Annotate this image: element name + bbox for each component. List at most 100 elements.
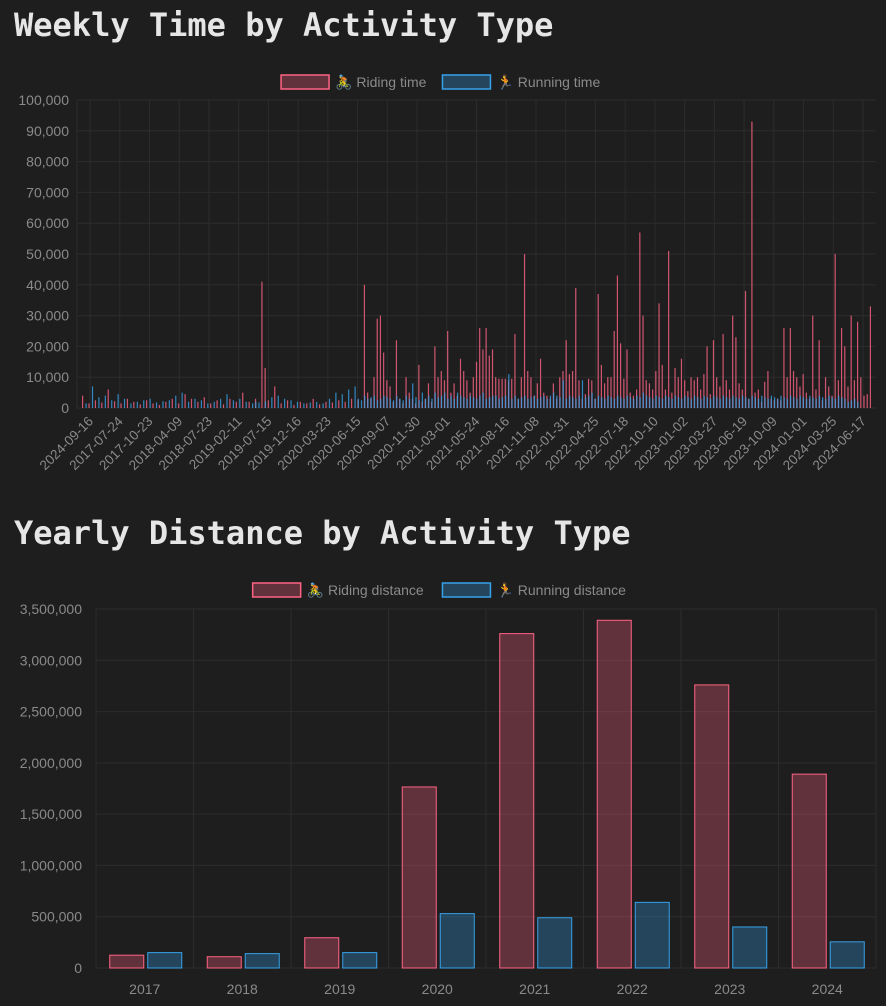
riding-time-bar: [696, 377, 699, 408]
running-time-bar: [742, 395, 744, 408]
riding-time-bar: [344, 401, 346, 408]
riding-distance-bar: [206, 956, 242, 969]
riding-time-bar: [680, 358, 683, 408]
riding-time-bar: [203, 397, 205, 408]
running-time-bar: [681, 398, 683, 408]
running-time-bar: [543, 395, 545, 408]
riding-time-bar: [786, 377, 788, 408]
riding-time-bar: [732, 315, 734, 408]
riding-time-bar: [216, 400, 218, 408]
running-time-bar: [594, 398, 596, 408]
running-time-bar: [386, 397, 388, 408]
running-time-bar: [450, 395, 452, 408]
running-time-bar: [405, 395, 407, 408]
running-time-bar: [370, 397, 372, 408]
running-distance-bar: [634, 901, 670, 969]
running-time-bar: [607, 395, 609, 408]
riding-time-bar: [491, 349, 494, 408]
running-time-bar: [155, 402, 158, 408]
running-time-bar: [415, 397, 417, 408]
running-distance-bar: [342, 952, 378, 969]
running-time-bar: [556, 395, 558, 408]
running-time-bar: [91, 386, 94, 408]
running-time-bar: [553, 392, 555, 408]
riding-time-bar: [418, 364, 420, 408]
yearly-chart-title: Yearly Distance by Activity Type: [14, 514, 631, 552]
running-distance-bar: [732, 926, 768, 969]
riding-time-bar: [312, 398, 314, 408]
running-time-bar: [790, 395, 792, 408]
running-time-bar: [533, 395, 536, 408]
riding-time-bar: [475, 361, 478, 408]
riding-time-bar: [645, 380, 647, 408]
y-tick-label: 0: [74, 960, 82, 976]
y-tick-label: 0: [61, 400, 69, 416]
running-time-bar: [828, 395, 830, 408]
running-time-bar: [98, 397, 100, 408]
y-tick-label: 60,000: [26, 215, 69, 231]
running-time-bar: [796, 398, 798, 408]
running-time-bar: [437, 397, 439, 408]
running-time-bar: [440, 395, 443, 408]
riding-time-bar: [222, 404, 225, 408]
running-time-bar: [104, 395, 106, 408]
running-time-bar: [738, 398, 740, 408]
running-time-bar: [239, 398, 241, 408]
legend-label-1: 🏃 Running time: [496, 74, 600, 90]
riding-time-bar: [386, 380, 388, 408]
riding-distance-bar: [596, 619, 632, 969]
riding-time-bar: [856, 321, 859, 408]
y-tick-label: 3,500,000: [20, 601, 82, 617]
riding-time-bar: [152, 403, 154, 408]
running-time-bar: [412, 383, 414, 408]
running-time-bar: [857, 401, 859, 408]
riding-time-bar: [783, 327, 785, 408]
running-time-bar: [719, 398, 721, 408]
running-time-bar: [834, 398, 837, 408]
riding-time-bar: [738, 383, 740, 408]
y-tick-label: 3,000,000: [20, 652, 82, 668]
running-time-bar: [252, 403, 254, 408]
riding-time-bar: [463, 371, 465, 408]
riding-time-bar: [818, 340, 820, 408]
x-tick-label: 2021: [519, 981, 550, 997]
running-time-bar: [770, 395, 773, 408]
riding-time-bar: [248, 401, 250, 408]
riding-time-bar: [373, 377, 375, 408]
riding-time-bar: [690, 377, 692, 408]
riding-distance-bar: [304, 937, 340, 969]
riding-time-bar: [824, 377, 827, 408]
running-time-bar: [524, 395, 526, 408]
running-time-bar: [812, 397, 814, 408]
x-tick-label: 2018: [227, 981, 258, 997]
riding-time-bar: [722, 334, 724, 408]
running-distance-bar: [829, 941, 865, 969]
running-time-bar: [399, 398, 401, 408]
riding-time-bar: [712, 340, 715, 408]
running-time-bar: [697, 397, 699, 408]
running-time-bar: [706, 397, 708, 408]
riding-time-bar: [648, 383, 651, 408]
running-time-bar: [485, 398, 488, 408]
running-time-bar: [735, 397, 737, 408]
running-time-bar: [693, 395, 696, 408]
running-time-bar: [617, 395, 619, 408]
running-time-bar: [745, 397, 747, 408]
riding-time-bar: [863, 395, 865, 408]
riding-time-bar: [447, 331, 449, 408]
running-time-bar: [530, 397, 532, 408]
running-time-bar: [456, 392, 459, 408]
riding-time-bar: [264, 367, 266, 408]
riding-time-bar: [383, 352, 385, 408]
legend-swatch-1: [441, 582, 492, 598]
riding-time-bar: [82, 395, 84, 408]
legend-label-0: 🚴 Riding time: [335, 74, 427, 91]
running-time-bar: [245, 401, 247, 408]
running-time-bar: [774, 397, 776, 408]
riding-time-bar: [604, 383, 606, 408]
running-time-bar: [629, 397, 632, 408]
x-tick-label: 2020: [422, 981, 453, 997]
running-time-bar: [825, 398, 827, 408]
running-time-bar: [572, 397, 574, 408]
running-time-bar: [597, 395, 600, 408]
